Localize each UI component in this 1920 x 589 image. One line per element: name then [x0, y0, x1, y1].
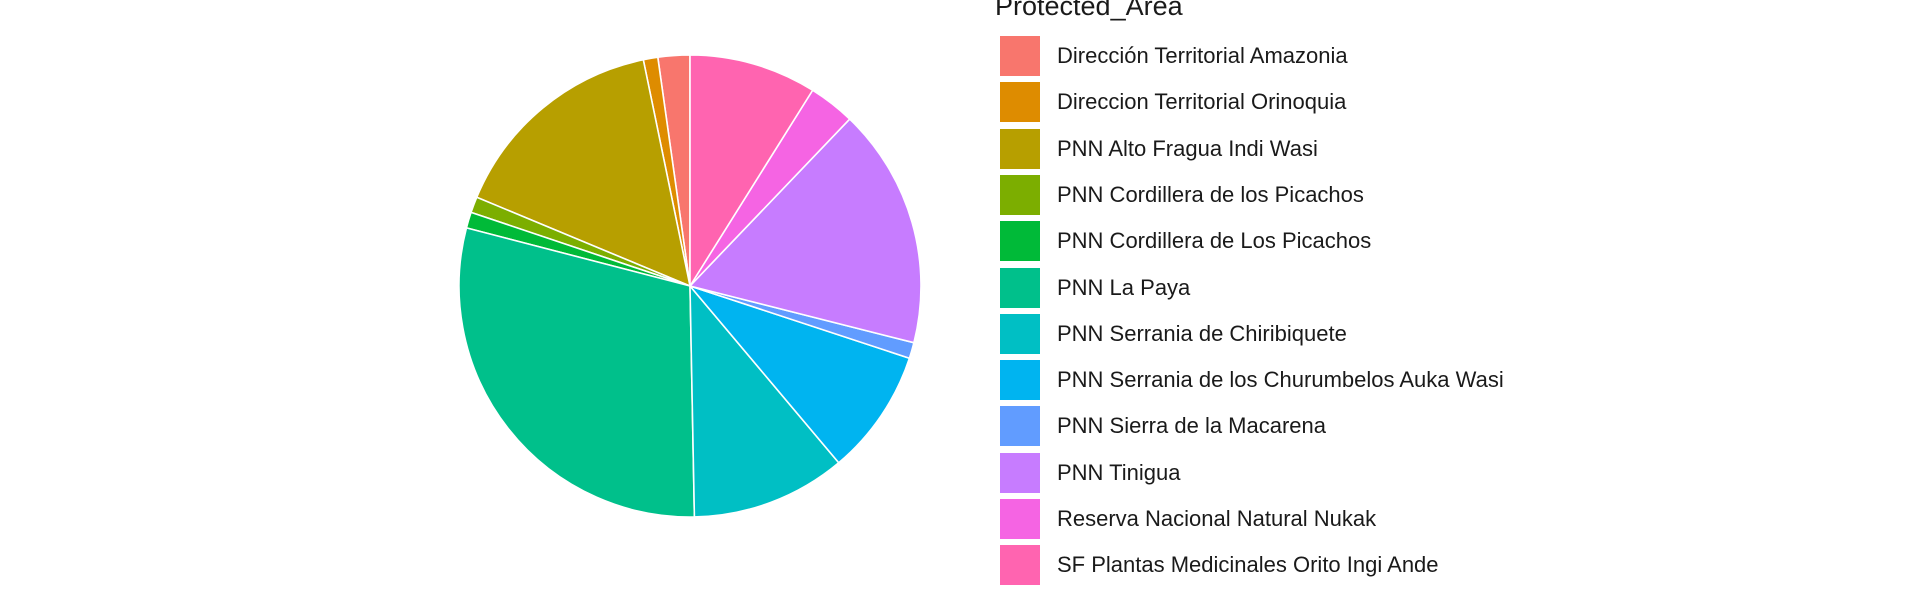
legend-label: PNN Cordillera de Los Picachos	[1057, 228, 1372, 254]
pie-chart: Protected_Area Dirección Territorial Ama…	[458, 0, 1560, 586]
pie-slice-3	[475, 58, 691, 287]
pie-slice-10	[689, 118, 922, 344]
legend-swatch	[1000, 313, 1040, 354]
legend-item: Dirección Territorial Amazonia	[1000, 34, 1560, 80]
pie-slice-12	[689, 54, 814, 287]
legend-item: PNN Serrania de los Churumbelos Auka Was…	[1000, 358, 1560, 404]
legend-item: SF Plantas Medicinales Orito Ingi Ande	[1000, 543, 1560, 589]
legend-swatch	[1000, 221, 1040, 262]
pie-slice-6	[458, 227, 696, 518]
legend-title: Protected_Area	[995, 0, 1183, 21]
legend-item: PNN Alto Fragua Indi Wasi	[1000, 127, 1560, 173]
legend-item: Direccion Territorial Orinoquia	[1000, 80, 1560, 126]
legend-label: PNN Sierra de la Macarena	[1057, 413, 1327, 439]
legend-swatch	[1000, 499, 1040, 539]
legend-label: PNN Alto Fragua Indi Wasi	[1057, 135, 1318, 161]
pie-slice-8	[689, 285, 911, 464]
legend-label: SF Plantas Medicinales Orito Ingi Ande	[1057, 552, 1439, 578]
legend-item: PNN Sierra de la Macarena	[1000, 404, 1560, 450]
legend-item: PNN Serrania de Chiribiquete	[1000, 312, 1560, 358]
legend-swatch	[1000, 452, 1040, 493]
legend-swatch	[1000, 174, 1040, 215]
legend-label: PNN Cordillera de los Picachos	[1057, 181, 1364, 207]
legend-item: PNN Tinigua	[1000, 451, 1560, 497]
legend-item: PNN Cordillera de Los Picachos	[1000, 219, 1560, 265]
legend-swatch	[1000, 360, 1040, 401]
legend-label: Direccion Territorial Orinoquia	[1057, 89, 1347, 115]
legend-swatch	[1000, 82, 1040, 123]
legend-item: Reserva Nacional Natural Nukak	[1000, 497, 1560, 543]
legend-label: Reserva Nacional Natural Nukak	[1057, 506, 1377, 531]
legend-swatch	[1000, 406, 1040, 447]
pie-svg	[458, 54, 922, 518]
legend-label: PNN La Paya	[1057, 274, 1191, 300]
legend-swatch	[1000, 545, 1040, 586]
legend-label: Dirección Territorial Amazonia	[1057, 43, 1348, 68]
legend-swatch	[1000, 36, 1040, 76]
legend-label: PNN Serrania de los Churumbelos Auka Was…	[1057, 367, 1504, 393]
legend-item: PNN La Paya	[1000, 266, 1560, 312]
legend-label: PNN Tinigua	[1057, 459, 1181, 485]
legend-swatch	[1000, 128, 1040, 169]
pie-slice-7	[689, 285, 840, 518]
legend-label: PNN Serrania de Chiribiquete	[1057, 320, 1347, 346]
legend-swatch	[1000, 267, 1040, 308]
legend-item: PNN Cordillera de los Picachos	[1000, 173, 1560, 219]
